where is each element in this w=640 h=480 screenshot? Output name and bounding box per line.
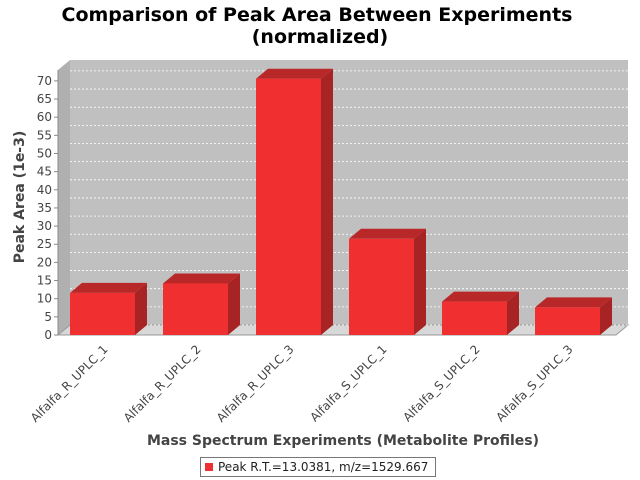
plot-area [56, 60, 630, 336]
plot-back-wall [70, 60, 628, 325]
x-tick-label: Alfalfa_R_UPLC_1 [28, 342, 111, 425]
bars [70, 68, 612, 335]
bar-side [507, 291, 519, 335]
bar-top [256, 68, 333, 79]
bar [70, 282, 147, 335]
x-ticks: Alfalfa_R_UPLC_1 Alfalfa_R_UPLC_2 Alfalfa_… [28, 342, 576, 425]
y-tick-label: 50 [37, 146, 52, 160]
y-tick-label: 70 [37, 74, 52, 88]
y-tick-label: 40 [37, 183, 52, 197]
y-tick-label: 5 [44, 310, 52, 324]
x-axis-title: Mass Spectrum Experiments (Metabolite Pr… [147, 433, 539, 449]
x-axis: Alfalfa_R_UPLC_1 Alfalfa_R_UPLC_2 Alfalfa_… [28, 342, 576, 425]
chart-title-line2: (normalized) [252, 26, 389, 48]
y-tick-label: 35 [37, 201, 52, 215]
legend-label: Peak R.T.=13.0381, m/z=1529.667 [218, 460, 429, 474]
y-axis-title: Peak Area (1e-3) [12, 131, 28, 264]
bar-side [600, 297, 612, 335]
bar-top [70, 282, 147, 293]
chart-title-line1: Comparison of Peak Area Between Experime… [62, 4, 573, 26]
y-tick-label: 25 [37, 237, 52, 251]
y-tick-label: 0 [44, 328, 52, 342]
legend-swatch [205, 463, 213, 471]
x-tick-label: Alfalfa_S_UPLC_2 [400, 342, 482, 424]
plot-side-wall [58, 60, 70, 335]
x-tick-label: Alfalfa_R_UPLC_2 [121, 342, 204, 425]
y-tick-label: 30 [37, 219, 52, 233]
y-tick-label: 15 [37, 274, 52, 288]
bar-top [535, 297, 612, 308]
bar-front [442, 301, 507, 335]
bar [349, 228, 426, 335]
x-tick-label: Alfalfa_R_UPLC_3 [214, 342, 297, 425]
y-tick-label: 60 [37, 110, 52, 124]
bar-front [163, 283, 228, 335]
y-tick-label: 20 [37, 255, 52, 269]
y-tick-label: 10 [37, 292, 52, 306]
y-ticks: 0 5 10 15 20 25 30 35 40 45 50 55 60 65 70 [37, 74, 58, 342]
legend: Peak R.T.=13.0381, m/z=1529.667 [200, 457, 436, 477]
bar-front [349, 238, 414, 335]
bar-side [135, 282, 147, 335]
bar-top [442, 291, 519, 302]
y-tick-label: 55 [37, 128, 52, 142]
bar-side [414, 228, 426, 335]
bar-front [256, 78, 321, 335]
bar [535, 297, 612, 335]
y-tick-label: 45 [37, 165, 52, 179]
bar [442, 291, 519, 335]
bar [256, 68, 333, 335]
y-axis: 0 5 10 15 20 25 30 35 40 45 50 55 60 65 70 [37, 70, 59, 342]
x-tick-label: Alfalfa_S_UPLC_1 [307, 342, 389, 424]
bar-top [163, 273, 240, 284]
y-tick-label: 65 [37, 92, 52, 106]
bar-front [70, 292, 135, 335]
bar-front [535, 307, 600, 335]
bar [163, 273, 240, 335]
x-tick-label: Alfalfa_S_UPLC_3 [493, 342, 575, 424]
bar-side [228, 273, 240, 335]
bar-top [349, 228, 426, 239]
bar-side [321, 68, 333, 335]
